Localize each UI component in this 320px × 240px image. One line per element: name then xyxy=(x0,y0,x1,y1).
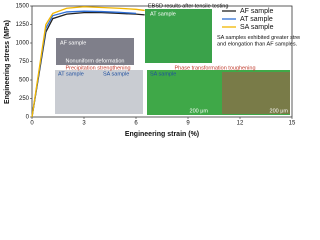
y-tick-label: 1500 xyxy=(16,4,30,10)
series-line xyxy=(31,10,137,118)
x-tick-label: 12 xyxy=(237,121,244,127)
y-tick-label: 500 xyxy=(19,78,30,84)
ebsd-sa-image xyxy=(222,72,290,114)
annotation: SA sample xyxy=(103,71,129,77)
x-axis-label: Engineering strain (%) xyxy=(125,131,199,138)
sem-images xyxy=(55,70,143,114)
annotation: EBSD results after tensile testing xyxy=(148,3,228,9)
legend-label: SA sample xyxy=(240,24,274,31)
x-tick-label: 9 xyxy=(186,121,190,127)
ebsd-at-image xyxy=(145,9,212,63)
series-line xyxy=(31,12,145,118)
annotation: Phase transformation toughening xyxy=(174,65,255,71)
annotation: AT sample xyxy=(58,71,84,77)
y-axis-label: Engineering stress (MPa) xyxy=(4,20,11,104)
annotation: SA sample xyxy=(150,71,176,77)
x-tick-label: 0 xyxy=(30,121,34,127)
y-tick-label: 1250 xyxy=(16,22,30,28)
x-tick-label: 6 xyxy=(134,121,138,127)
page: {"chart_data":{"type":"line", "x_label":… xyxy=(3,3,300,138)
y-tick-label: 0 xyxy=(26,115,30,121)
annotation: Precipitation strengthening xyxy=(65,65,130,71)
ebsd-images xyxy=(147,70,290,115)
x-tick-label: 15 xyxy=(289,121,296,127)
x-tick-label: 3 xyxy=(82,121,86,127)
annotation: SA samples exhibited greater strengthand… xyxy=(217,35,300,48)
af-inset-image xyxy=(56,38,134,65)
annotation: 200 μm xyxy=(190,108,209,114)
legend-label: AF sample xyxy=(240,8,274,15)
legend-label: AT sample xyxy=(240,16,273,23)
annotation: AT sample xyxy=(150,11,176,17)
chart: Engineering strain (%) Engineering stres… xyxy=(4,3,300,138)
y-tick-label: 750 xyxy=(19,59,30,65)
annotation: AF sample xyxy=(60,40,86,46)
y-tick-label: 250 xyxy=(19,96,30,102)
series-line xyxy=(31,6,145,118)
annotation: Nonuniform deformation xyxy=(65,58,124,64)
annotation: 200 μm xyxy=(270,108,289,114)
y-tick-label: 1000 xyxy=(16,41,30,47)
